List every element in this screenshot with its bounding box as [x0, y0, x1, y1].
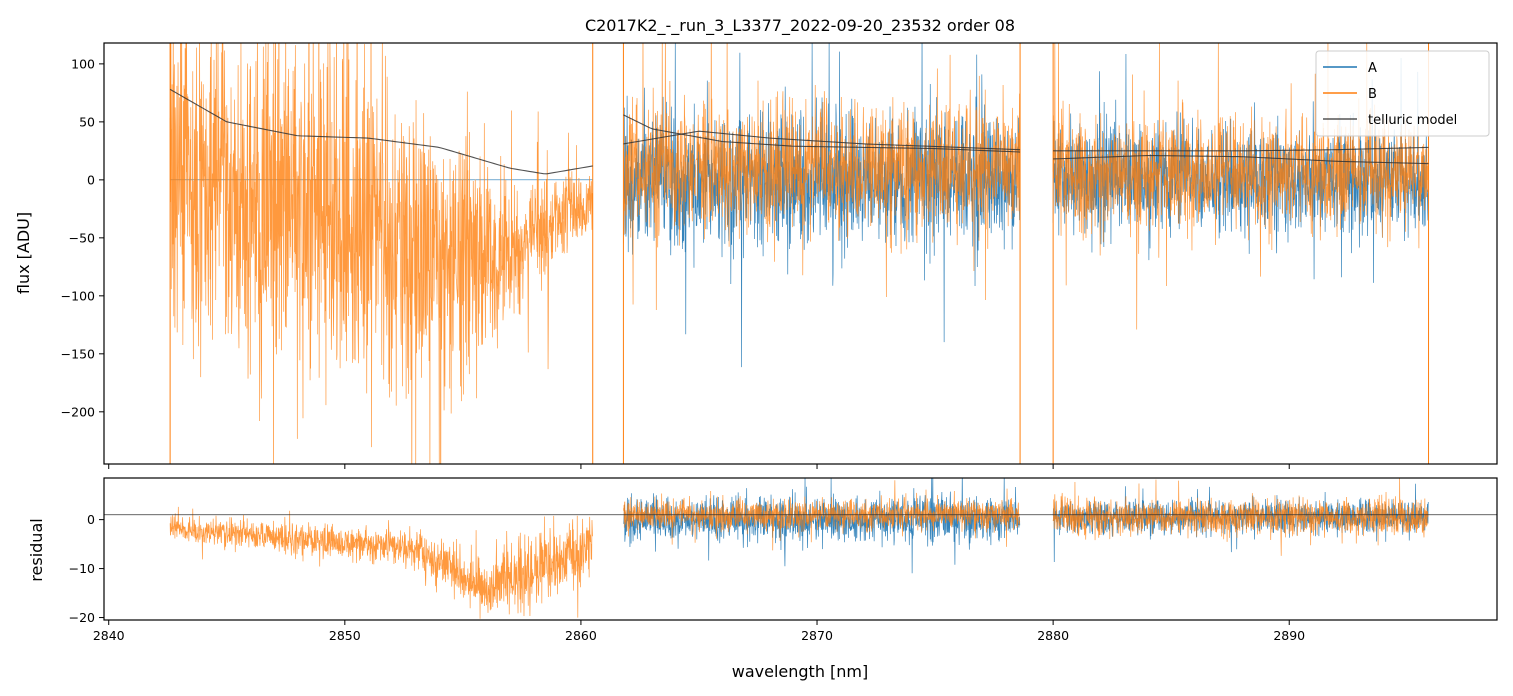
residual-y-ticks: 0 −10 −20 — [69, 512, 104, 625]
telluric-model-line-b — [623, 130, 1021, 151]
x-tick-label: 2880 — [1037, 628, 1069, 643]
y-tick-label: −100 — [61, 288, 95, 303]
flux-segment-3 — [1052, 43, 1430, 464]
x-tick-label: 2860 — [565, 628, 597, 643]
residual-b-line — [1052, 478, 1429, 556]
y-tick-label: −50 — [69, 230, 95, 245]
y-tick-label: 50 — [79, 114, 95, 129]
x-axis-label: wavelength [nm] — [732, 662, 869, 681]
residual-segment-1 — [169, 506, 593, 619]
telluric-model-line-b — [1053, 146, 1429, 152]
telluric-model-line — [623, 114, 1021, 153]
residual-b-line — [169, 506, 593, 619]
residual-segment-3 — [1052, 478, 1429, 563]
flux-panel-frame — [103, 42, 1498, 465]
y-tick-label: −150 — [61, 346, 95, 361]
legend-label-model: telluric model — [1368, 113, 1457, 128]
series-b-line — [1052, 43, 1429, 330]
flux-segment-2 — [622, 43, 1021, 464]
residual-panel-frame — [103, 477, 1498, 621]
y-tick-label: −20 — [69, 610, 95, 625]
telluric-model-line — [1053, 154, 1429, 165]
series-b-line — [623, 43, 1021, 311]
telluric-model-line — [169, 88, 593, 175]
series-b-line — [169, 43, 593, 464]
flux-x-ticks — [108, 464, 1290, 469]
flux-panel: 100 50 0 −50 −100 −150 −200 flux [ADU] A B tel… — [14, 42, 1498, 469]
y-tick-label: −200 — [61, 404, 95, 419]
y-tick-label: −10 — [69, 561, 95, 576]
residual-y-label: residual — [27, 518, 46, 581]
legend-label-b: B — [1368, 87, 1377, 102]
flux-segment-1 — [169, 43, 594, 464]
residual-x-ticks: 2840 2850 2860 2870 2880 2890 — [93, 620, 1305, 643]
x-tick-label: 2850 — [329, 628, 361, 643]
flux-plot-area — [169, 43, 1430, 464]
chart-title: C2017K2_-_run_3_L3377_2022-09-20_23532 o… — [585, 16, 1015, 36]
y-tick-label: 100 — [71, 56, 95, 71]
x-tick-label: 2870 — [801, 628, 833, 643]
residual-panel: 0 −10 −20 2840 2850 2860 2870 2880 2890 residua… — [27, 477, 1498, 643]
residual-a-line — [1052, 483, 1429, 563]
x-tick-label: 2890 — [1273, 628, 1305, 643]
flux-y-label: flux [ADU] — [14, 212, 33, 294]
flux-y-ticks: 100 50 0 −50 −100 −150 −200 — [61, 56, 104, 419]
y-tick-label: 0 — [87, 512, 95, 527]
legend: A B telluric model — [1315, 50, 1490, 137]
legend-box — [1315, 50, 1490, 137]
y-tick-label: 0 — [87, 172, 95, 187]
x-tick-label: 2840 — [93, 628, 125, 643]
legend-label-a: A — [1368, 61, 1377, 76]
residual-plot-area — [104, 478, 1497, 619]
